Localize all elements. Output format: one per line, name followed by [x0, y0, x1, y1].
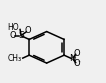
Text: O: O [74, 59, 80, 68]
Text: ⁻: ⁻ [78, 61, 81, 66]
Text: O: O [25, 26, 31, 35]
Text: HO: HO [7, 23, 19, 32]
Text: CH₃: CH₃ [8, 54, 22, 63]
Text: +: + [72, 55, 77, 60]
Text: S: S [18, 31, 24, 40]
Text: N: N [69, 54, 75, 63]
Text: O: O [10, 31, 16, 40]
Text: O: O [74, 49, 80, 58]
